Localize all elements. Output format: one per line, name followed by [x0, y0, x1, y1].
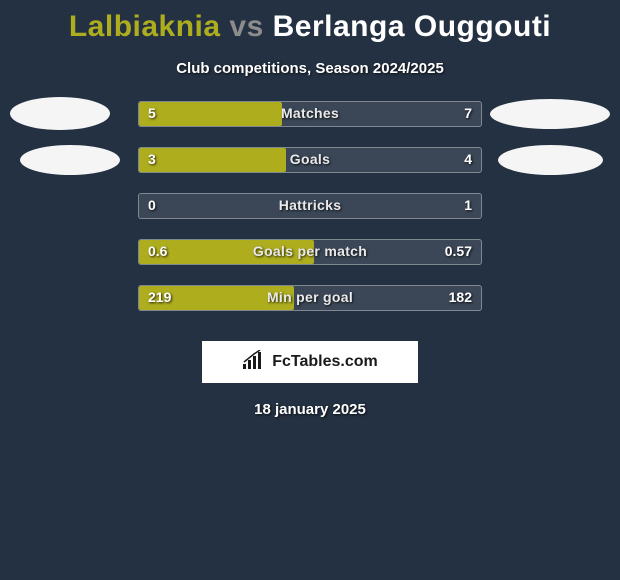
stat-value-right: 0.57: [445, 243, 472, 259]
page-title: Lalbiaknia vs Berlanga Ouggouti: [0, 0, 620, 44]
stat-label: Min per goal: [0, 289, 620, 305]
stat-label: Goals: [0, 151, 620, 167]
brand-box: FcTables.com: [202, 341, 418, 383]
stat-value-right: 182: [449, 289, 472, 305]
stat-row: 0.6Goals per match0.57: [0, 239, 620, 285]
stat-row: 3Goals4: [0, 147, 620, 193]
stat-row: 5Matches7: [0, 101, 620, 147]
player2-name: Berlanga Ouggouti: [273, 10, 552, 43]
stat-row: 0Hattricks1: [0, 193, 620, 239]
chart-icon: [242, 350, 266, 375]
vs-text: vs: [229, 10, 263, 43]
subtitle: Club competitions, Season 2024/2025: [0, 60, 620, 77]
stat-label: Goals per match: [0, 243, 620, 259]
stat-label: Matches: [0, 105, 620, 121]
stats-container: 5Matches73Goals40Hattricks10.6Goals per …: [0, 101, 620, 331]
stat-value-right: 1: [464, 197, 472, 213]
stat-row: 219Min per goal182: [0, 285, 620, 331]
date-text: 18 january 2025: [0, 401, 620, 418]
stat-value-right: 4: [464, 151, 472, 167]
stat-label: Hattricks: [0, 197, 620, 213]
player1-name: Lalbiaknia: [69, 10, 221, 43]
stat-value-right: 7: [464, 105, 472, 121]
brand-text: FcTables.com: [272, 353, 378, 371]
